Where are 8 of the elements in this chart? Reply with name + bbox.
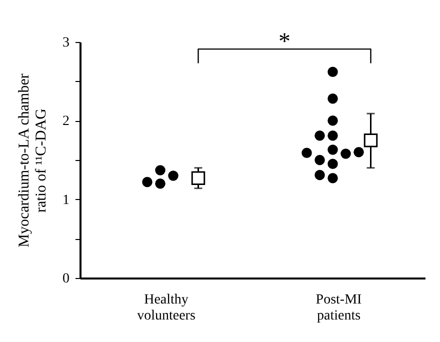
y-tick-label: 3 bbox=[62, 36, 70, 50]
y-axis-title: Myocardium-to-LA chamber ratio of ¹¹C-DAG bbox=[16, 74, 50, 248]
y-tick-label: 2 bbox=[62, 114, 70, 130]
y-tick-label: 0 bbox=[62, 272, 70, 286]
annotation: * bbox=[278, 29, 290, 56]
x-tick-label: Healthy volunteers bbox=[137, 292, 196, 324]
x-tick-label: Post-MI patients bbox=[316, 292, 362, 324]
y-tick-label: 1 bbox=[62, 192, 70, 208]
